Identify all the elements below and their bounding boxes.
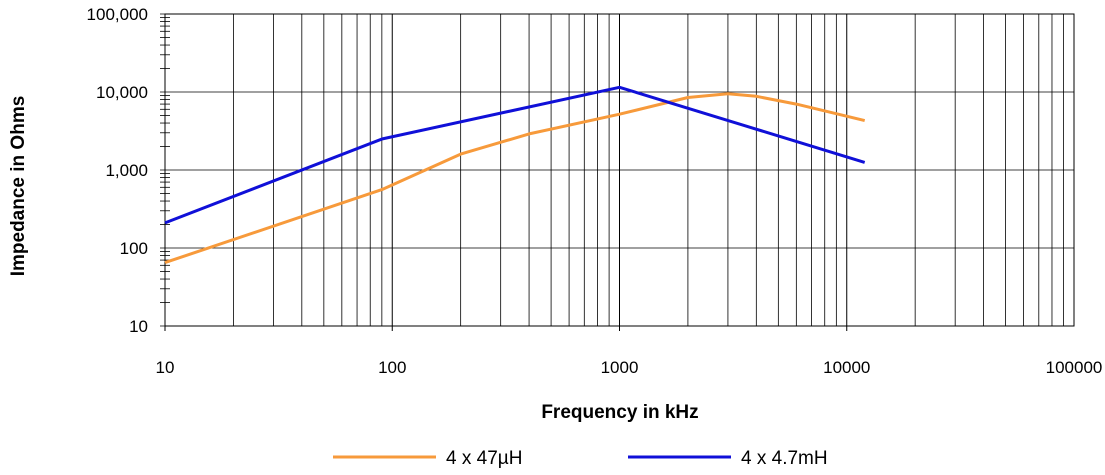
legend: 4 x 47µH 4 x 4.7mH (333, 448, 828, 469)
y-axis-title: Impedance in Ohms (8, 96, 29, 277)
series-line-47mh (164, 85, 866, 225)
legend-label-47mh: 4 x 4.7mH (741, 448, 828, 469)
y-tick-label: 10 (129, 317, 148, 336)
x-tick-label: 10000 (823, 358, 870, 377)
x-tick-label: 1000 (601, 358, 639, 377)
y-tick-label: 10,000 (96, 83, 148, 102)
plot-frame (164, 13, 1075, 327)
series-layer (164, 85, 866, 265)
series-line-47uh (164, 92, 866, 265)
y-tick-label: 1,000 (105, 161, 148, 180)
tick-labels: 10 100 1000 10000 100000 10 100 1,000 10,000 100,… (87, 5, 1103, 377)
x-tick-label: 10 (156, 358, 175, 377)
y-tick-label: 100,000 (87, 5, 148, 24)
x-tick-label: 100 (378, 358, 406, 377)
x-tick-label: 100000 (1046, 358, 1103, 377)
legend-label-47uh: 4 x 47µH (446, 448, 522, 469)
x-axis-title: Frequency in kHz (541, 402, 698, 423)
y-tick-label: 100 (120, 239, 148, 258)
